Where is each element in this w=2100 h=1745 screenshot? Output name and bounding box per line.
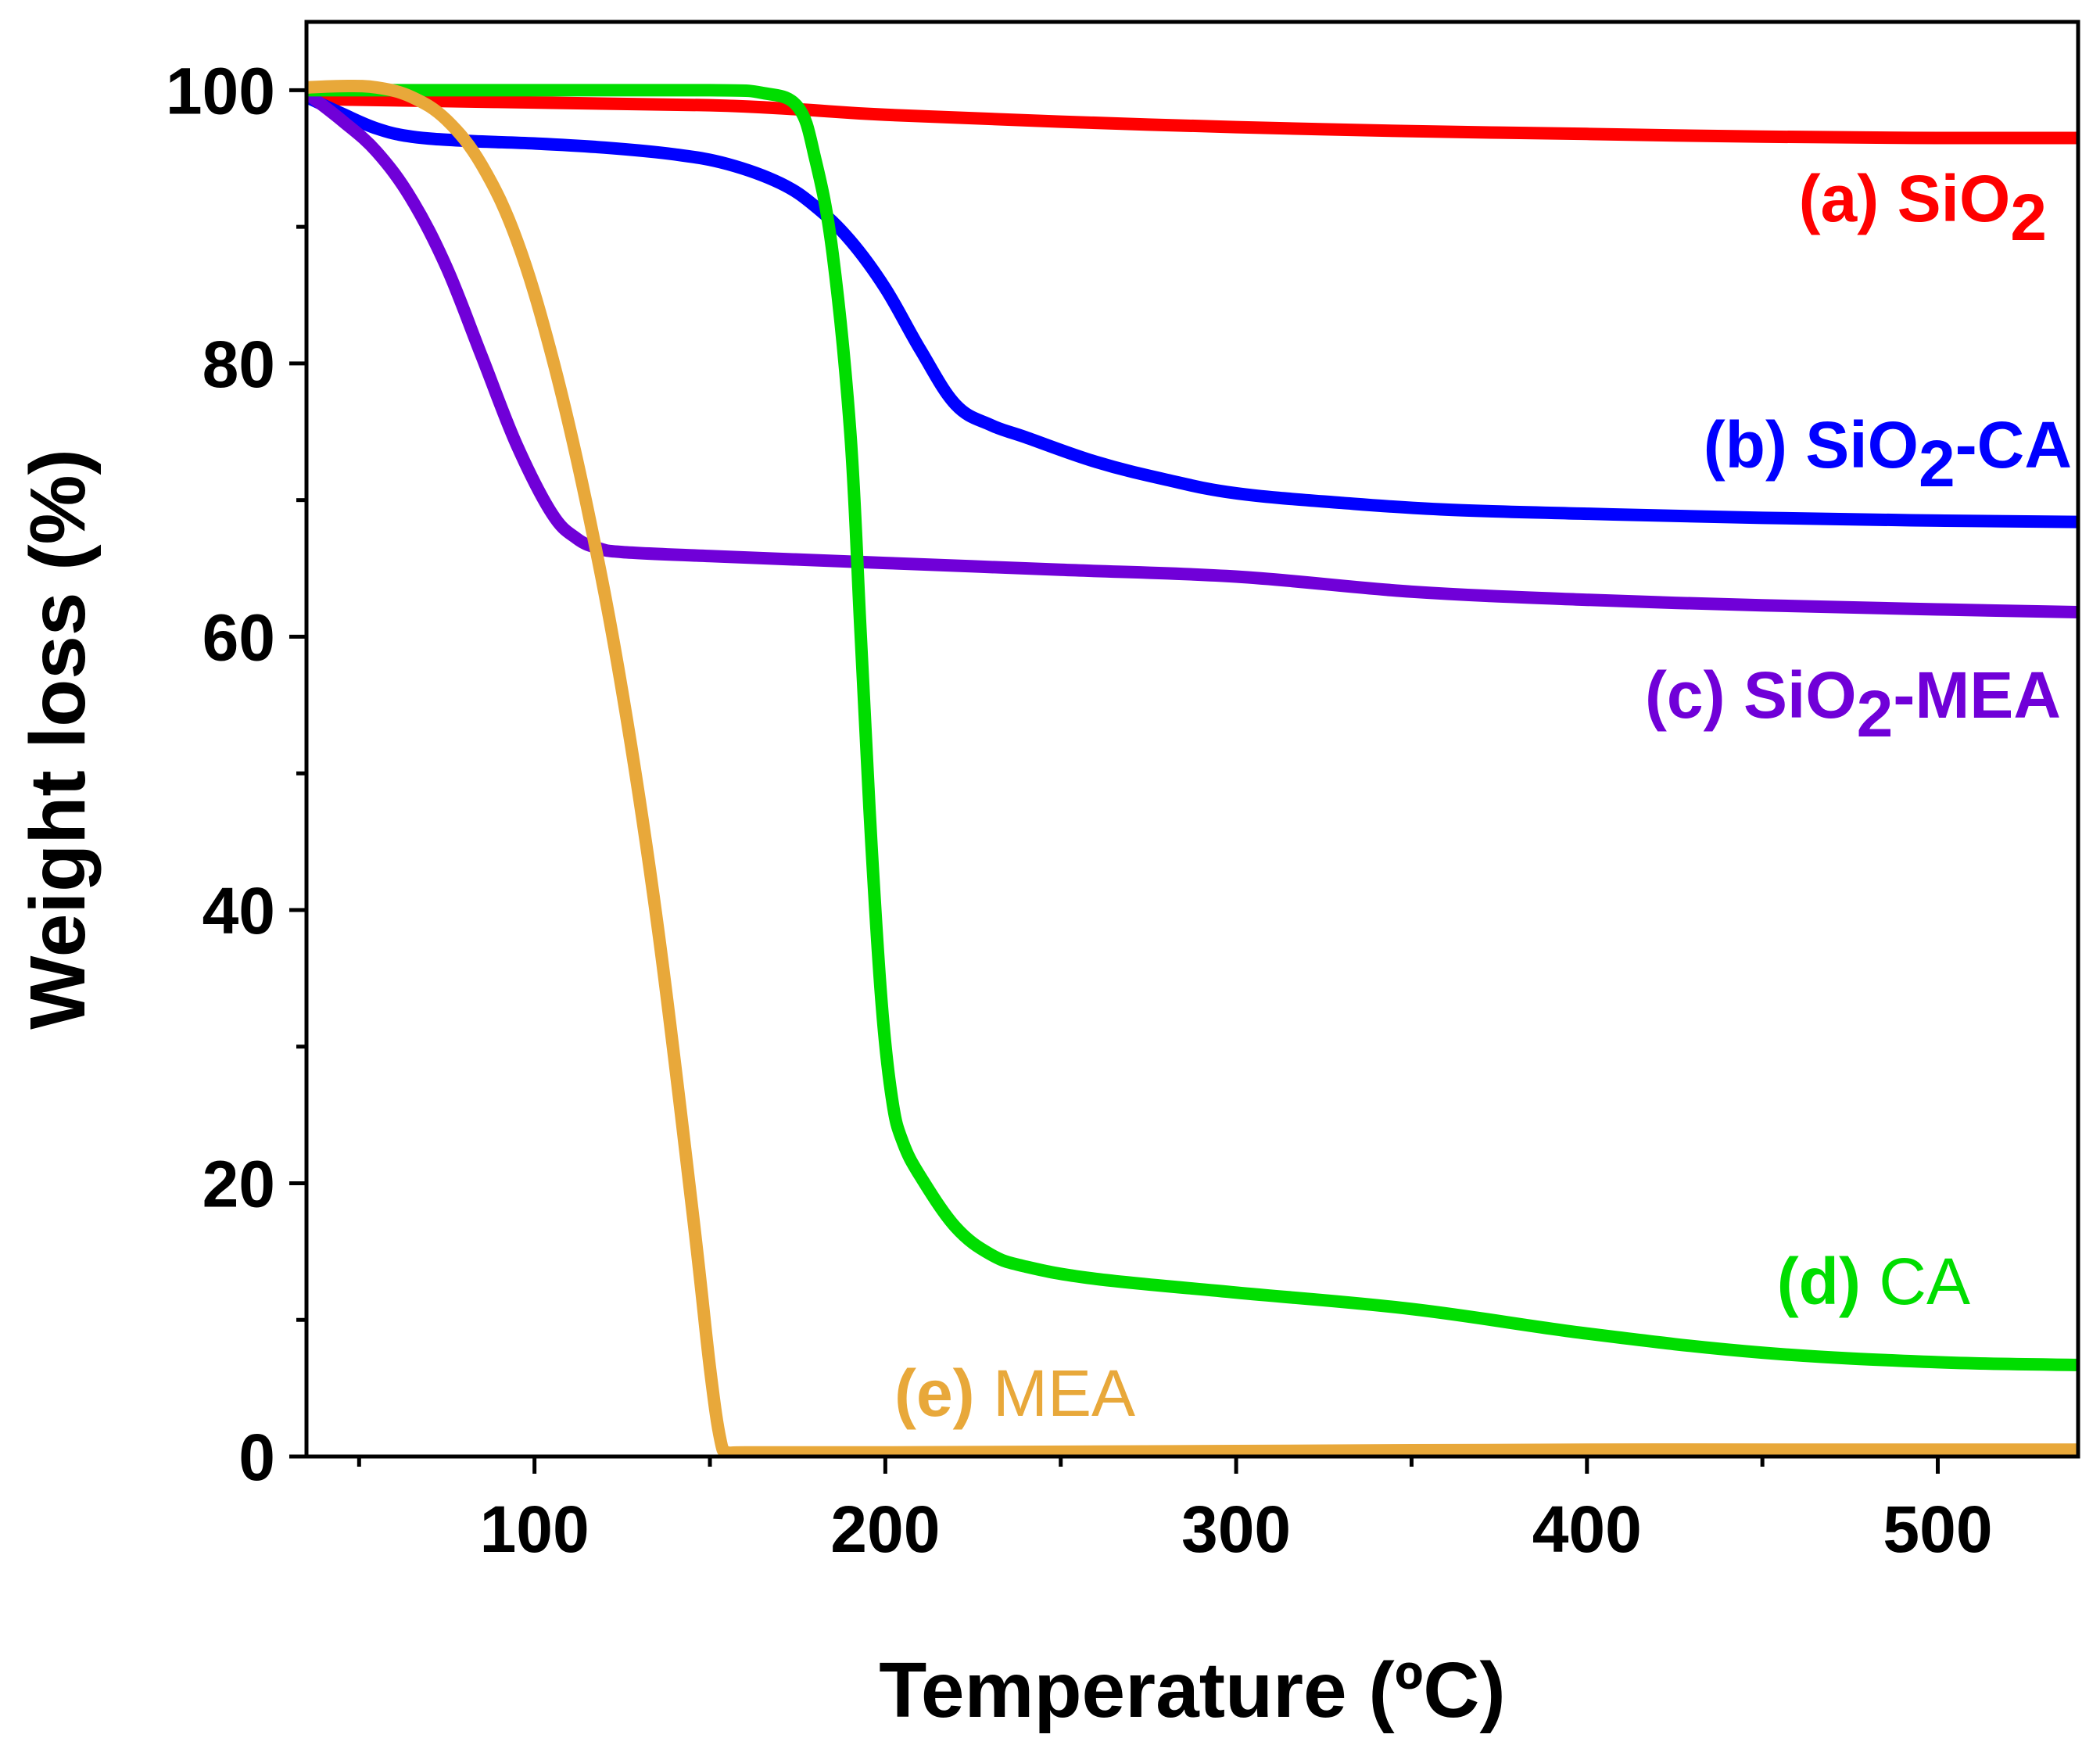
series-label-subscript: 2 [2010,181,2047,254]
series-label-prefix: (e) [894,1356,993,1430]
series-label-main: SiO [1743,658,1857,732]
y-axis-title: Weight loss (%) [14,449,102,1030]
y-tick-label: 60 [202,600,275,674]
series-line-sio2 [306,91,2078,145]
series-label-mea: (e) MEA [894,1356,1135,1430]
series-label-main: CA [1879,1245,1970,1318]
series-label-subscript: 2 [1857,677,1894,751]
series-label-sio2-ca: (b) SiO2-CA [1704,408,2072,500]
series-label-main: MEA [993,1356,1135,1430]
y-tick-label: 20 [202,1147,275,1220]
series-line-mea [306,80,2078,1457]
series-layer [306,80,2078,1457]
series-label-ca: (d) CA [1777,1245,1970,1318]
x-tick-label: 500 [1883,1492,1992,1566]
series-line-ca [306,84,2078,1371]
series-label-prefix: (d) [1777,1245,1880,1318]
series-label-suffix: -CA [1955,408,2072,482]
series-label-prefix: (a) [1799,162,1898,235]
series-label-main: SiO [1805,408,1919,482]
series-label-layer: (a) SiO2(b) SiO2-CA(c) SiO2-MEA(d) CA(e)… [894,162,2072,1430]
x-tick-label: 300 [1181,1492,1291,1566]
y-tick-label: 80 [202,328,275,401]
y-tick-label: 100 [166,54,275,127]
x-tick-label: 400 [1532,1492,1642,1566]
series-label-subscript: 2 [1919,427,1955,500]
axes-layer: 100 200 300 400 500 0 20 40 60 80 100 [166,20,2080,1566]
x-tick-label: 100 [480,1492,590,1566]
y-tick-label: 0 [238,1421,275,1494]
series-label-sio2-mea: (c) SiO2-MEA [1645,658,2061,751]
y-tick-label: 40 [202,874,275,948]
x-axis-title: Temperature (ºC) [879,1646,1505,1734]
series-label-main: SiO [1898,162,2011,235]
series-line-sio2-ca [306,91,2078,529]
series-label-prefix: (c) [1645,658,1743,732]
series-label-prefix: (b) [1704,408,1806,482]
series-line-sio2-mea [306,86,2078,618]
series-label-sio2: (a) SiO2 [1799,162,2047,254]
plot-frame [304,20,2080,1459]
series-label-suffix: -MEA [1893,658,2061,732]
x-tick-label: 200 [830,1492,940,1566]
